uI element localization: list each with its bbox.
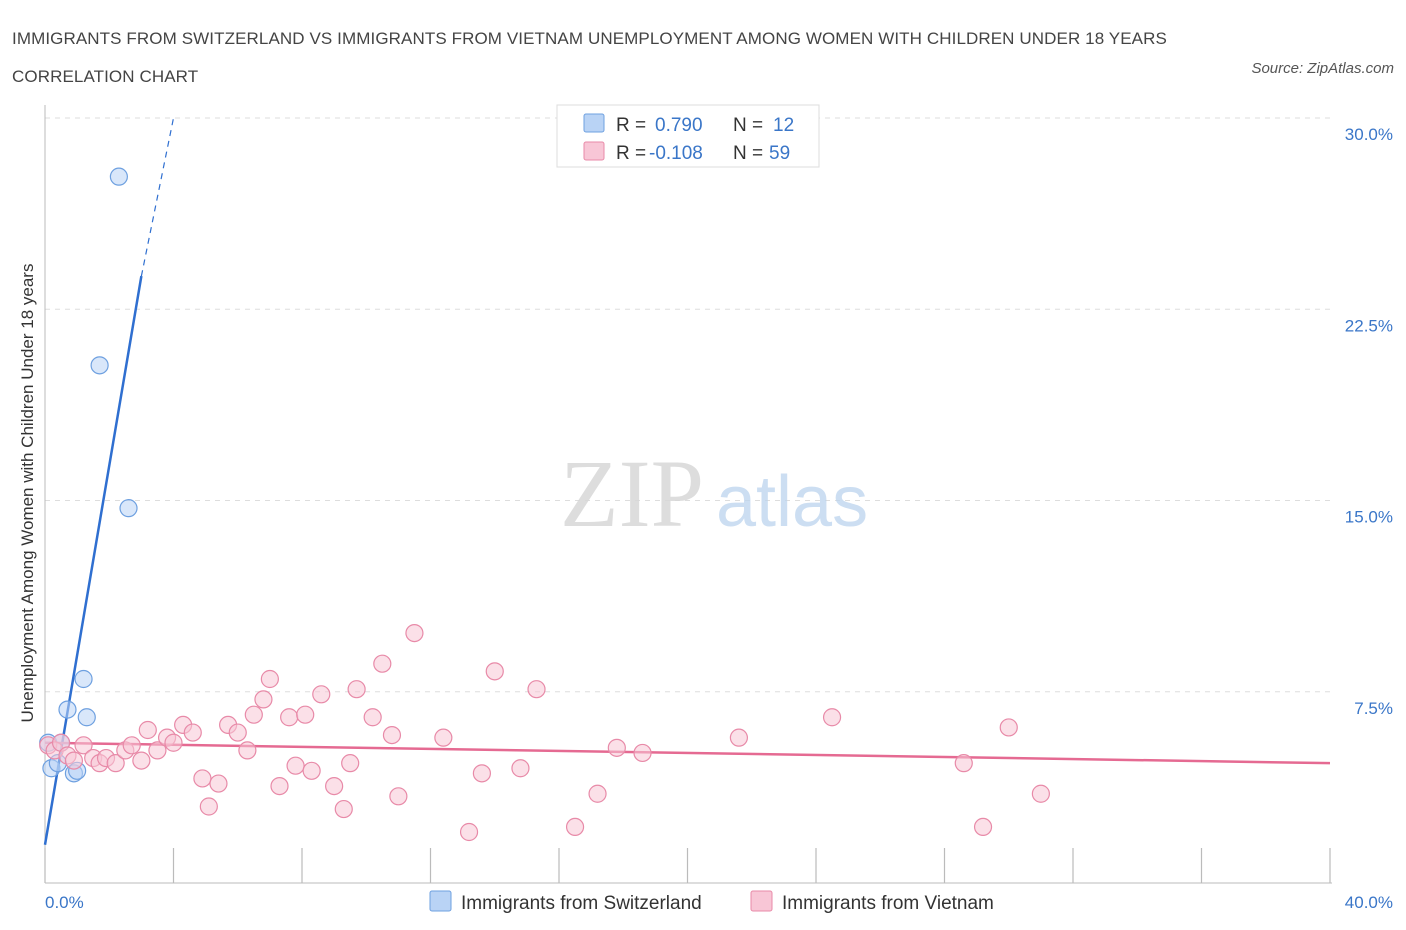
point-vietnam-33 [312, 685, 331, 704]
point-vietnam-42 [405, 623, 424, 643]
point-vietnam-20 [199, 797, 218, 816]
legend-swatch-switzerland [583, 113, 605, 133]
point-vietnam-55 [954, 754, 973, 773]
point-vietnam-30 [286, 756, 305, 775]
y-tick-label-3: 30.0% [1345, 125, 1393, 144]
point-vietnam-25 [244, 705, 263, 724]
point-vietnam-27 [260, 669, 279, 689]
point-vietnam-32 [302, 761, 321, 780]
y-axis-label: Unemployment Among Women with Children U… [18, 264, 37, 723]
point-vietnam-29 [280, 708, 299, 727]
legend-n-label-1: N = [733, 115, 763, 136]
point-vietnam-31 [296, 705, 315, 724]
point-vietnam-50 [588, 784, 607, 803]
point-vietnam-5 [74, 736, 93, 755]
point-vietnam-14 [148, 741, 167, 760]
point-vietnam-28 [270, 776, 289, 796]
point-vietnam-52 [633, 743, 652, 763]
point-vietnam-34 [325, 776, 344, 796]
y-tick-labels: 7.5% 15.0% 22.5% 30.0% [1345, 125, 1393, 718]
point-vietnam-56 [973, 817, 993, 837]
watermark-atlas: atlas [716, 462, 868, 542]
point-vietnam-57 [999, 718, 1018, 737]
legend-n-label-2: N = [733, 143, 763, 164]
point-vietnam-11 [122, 736, 141, 755]
legend-r-value-1: 0.790 [655, 115, 703, 136]
x-tick-label-min: 0.0% [45, 893, 84, 912]
grid-lines [45, 117, 1332, 693]
point-vietnam-48 [527, 680, 546, 699]
bottom-legend-swatch-vietnam [750, 890, 773, 912]
point-switzerland-9 [90, 356, 109, 375]
point-vietnam-26 [254, 690, 273, 709]
source-label: Source: ZipAtlas.com [1251, 60, 1394, 77]
point-vietnam-16 [164, 733, 183, 752]
point-switzerland-8 [77, 708, 96, 727]
point-vietnam-44 [459, 822, 479, 842]
chart-title: IMMIGRANTS FROM SWITZERLAND VS IMMIGRANT… [12, 29, 1167, 86]
point-vietnam-58 [1031, 784, 1050, 803]
point-vietnam-51 [607, 738, 626, 757]
point-vietnam-45 [472, 764, 491, 783]
point-vietnam-12 [132, 751, 151, 770]
point-vietnam-21 [209, 774, 228, 793]
legend-r-label-1: R = [616, 115, 646, 136]
legend-n-value-2: 59 [769, 143, 790, 164]
y-tick-label-2: 22.5% [1345, 316, 1393, 335]
x-tick-label-max: 40.0% [1345, 893, 1393, 912]
x-tick-labels: 0.0% 40.0% [45, 893, 1393, 912]
point-vietnam-36 [341, 754, 360, 773]
legend-n-value-1: 12 [773, 115, 794, 136]
trend-line-vietnam [44, 741, 1331, 765]
correlation-legend: R = 0.790 N = 12 R = -0.108 N = 59 [556, 104, 820, 168]
point-vietnam-38 [363, 708, 382, 727]
bottom-legend-label-switzerland: Immigrants from Switzerland [461, 893, 702, 914]
point-vietnam-19 [193, 769, 212, 788]
point-switzerland-11 [119, 499, 138, 518]
point-vietnam-54 [822, 708, 842, 727]
watermark-zip: ZIP [560, 440, 704, 547]
legend-r-value-2: -0.108 [649, 143, 703, 164]
point-vietnam-49 [565, 817, 585, 837]
legend-r-label-2: R = [616, 143, 646, 164]
point-vietnam-37 [347, 680, 366, 699]
point-vietnam-35 [334, 799, 353, 819]
point-vietnam-41 [389, 787, 408, 806]
point-switzerland-10 [109, 167, 128, 186]
point-vietnam-13 [138, 720, 157, 740]
point-vietnam-9 [106, 754, 125, 773]
point-switzerland-4 [58, 700, 77, 719]
watermark: ZIP atlas [560, 440, 868, 547]
point-vietnam-47 [511, 759, 530, 778]
point-vietnam-53 [729, 728, 749, 747]
point-vietnam-23 [228, 723, 247, 742]
y-tick-label-1: 15.0% [1345, 508, 1393, 527]
y-tick-label-0: 7.5% [1354, 699, 1393, 718]
point-vietnam-4 [64, 751, 84, 770]
point-vietnam-43 [434, 728, 453, 747]
legend-swatch-vietnam [583, 141, 605, 161]
point-switzerland-7 [74, 669, 93, 689]
data-points [39, 167, 1050, 842]
trend-line-switzerland-extension [140, 117, 175, 277]
bottom-legend-label-vietnam: Immigrants from Vietnam [782, 893, 994, 914]
point-vietnam-39 [373, 654, 392, 673]
point-vietnam-18 [183, 723, 202, 742]
point-vietnam-46 [485, 662, 504, 681]
point-vietnam-24 [238, 741, 257, 760]
point-vietnam-40 [382, 725, 402, 745]
bottom-legend-swatch-switzerland [429, 890, 452, 912]
series-legend: Immigrants from Switzerland Immigrants f… [429, 890, 994, 914]
